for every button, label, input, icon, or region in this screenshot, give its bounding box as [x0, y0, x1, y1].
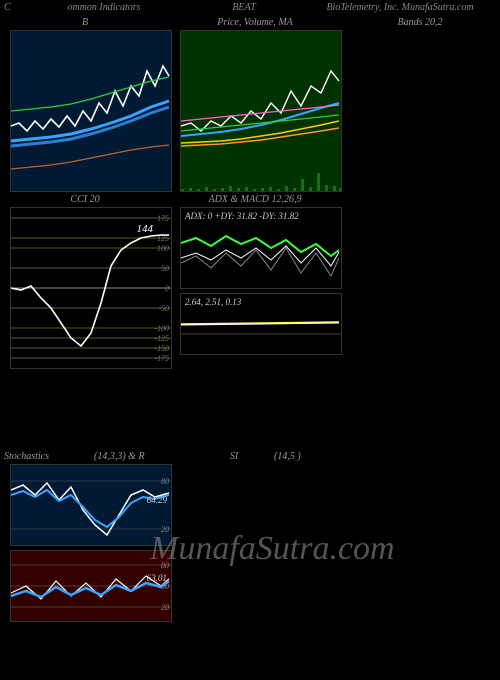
panel-price-title: Price, Volume, MA [170, 15, 340, 30]
svg-text:-175: -175 [154, 354, 169, 363]
panel-b-title: B [0, 15, 170, 30]
svg-text:175: 175 [157, 214, 169, 223]
svg-text:20: 20 [161, 525, 169, 534]
svg-text:-100: -100 [154, 324, 169, 333]
svg-text:2.64, 2.51, 0.13: 2.64, 2.51, 0.13 [185, 297, 242, 307]
panel-adx-title: ADX & MACD 12,26,9 [170, 192, 340, 207]
panel-stoch1-chart: 80 20 64.29 [10, 464, 172, 546]
svg-text:80: 80 [161, 561, 169, 570]
panel-macd-chart: 2.64, 2.51, 0.13 [180, 293, 342, 355]
svg-text:64.29: 64.29 [147, 495, 168, 505]
panel-price-chart [180, 30, 342, 192]
svg-text:100: 100 [157, 244, 169, 253]
panel-stoch2-chart: 80502063.01 [10, 550, 172, 622]
header-ticker: BEAT [184, 2, 304, 13]
svg-text:-150: -150 [154, 344, 169, 353]
stoch-params1: (14,3,3) & R [94, 451, 194, 462]
svg-text:80: 80 [161, 477, 169, 486]
svg-text:0: 0 [165, 284, 169, 293]
stoch-header: Stochastics (14,3,3) & R SI (14,5 ) [0, 449, 500, 464]
page-header: C ommon Indicators BEAT BioTelemetry, In… [0, 0, 500, 15]
svg-text:144: 144 [137, 223, 154, 235]
svg-text:-125: -125 [154, 334, 169, 343]
panel-adx-chart: ADX: 0 +DY: 31.82 -DY: 31.82 [180, 207, 342, 289]
svg-text:-50: -50 [158, 304, 169, 313]
svg-text:20: 20 [161, 603, 169, 612]
panel-cci-chart: 175125100500-50-100-125-150-175144 [10, 207, 172, 369]
header-c: C [4, 2, 24, 13]
panel-bands-title: Bands 20,2 [340, 15, 500, 30]
header-company: BioTelemetry, Inc. MunafaSutra.com [304, 2, 496, 13]
stoch-si: SI [194, 451, 274, 462]
stoch-label: Stochastics [4, 451, 94, 462]
stoch-params2: (14,5 ) [274, 451, 496, 462]
panel-cci-title: CCI 20 [0, 192, 170, 207]
svg-text:50: 50 [161, 264, 169, 273]
header-indicators: ommon Indicators [24, 2, 184, 13]
svg-text:63.01: 63.01 [147, 573, 167, 583]
svg-text:ADX: 0 +DY: 31.82 -DY: 31.8: ADX: 0 +DY: 31.82 -DY: 31.82 [184, 211, 299, 221]
panel-b-chart [10, 30, 172, 192]
